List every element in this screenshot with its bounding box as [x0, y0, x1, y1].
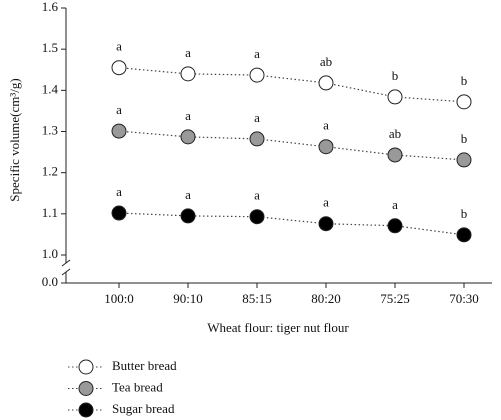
legend-label: Butter bread [112, 358, 177, 373]
point [387, 218, 403, 234]
significance-letter: b [461, 131, 468, 146]
significance-letter: a [116, 39, 122, 54]
point [387, 89, 403, 105]
legend-label: Sugar bread [112, 401, 175, 416]
point [180, 129, 196, 145]
point [249, 131, 265, 147]
series-line [118, 212, 465, 236]
legend-marker [78, 359, 94, 375]
legend-label: Tea bread [112, 379, 163, 394]
point [456, 227, 472, 243]
significance-letter: ab [389, 126, 401, 141]
significance-letter: a [323, 195, 329, 210]
significance-letter: a [254, 110, 260, 125]
point [249, 67, 265, 83]
significance-letter: a [254, 46, 260, 61]
point [456, 94, 472, 110]
y-tick-label: 1.1 [42, 205, 58, 220]
series-line [118, 130, 465, 161]
y-tick-label: 1.4 [42, 81, 59, 96]
x-tick-label: 100:0 [104, 291, 134, 306]
legend-marker [78, 402, 94, 418]
y-tick-label: 0.0 [42, 274, 58, 289]
significance-letter: b [392, 68, 399, 83]
y-tick-label: 1.2 [42, 164, 58, 179]
point [318, 139, 334, 155]
point [387, 147, 403, 163]
significance-letter: a [185, 187, 191, 202]
y-tick-label: 1.0 [42, 246, 58, 261]
x-tick-label: 80:20 [311, 291, 341, 306]
y-tick-label: 1.6 [42, 0, 59, 14]
x-tick-label: 85:15 [242, 291, 272, 306]
significance-letter: ab [320, 54, 332, 69]
x-tick-label: 70:30 [449, 291, 479, 306]
series-line [118, 67, 465, 103]
significance-letter: a [254, 188, 260, 203]
significance-letter: a [116, 102, 122, 117]
significance-letter: b [461, 73, 468, 88]
x-axis-label: Wheat flour: tiger nut flour [207, 320, 349, 335]
point [111, 123, 127, 139]
point [180, 208, 196, 224]
significance-letter: a [185, 108, 191, 123]
axis-break [61, 259, 71, 267]
point [249, 209, 265, 225]
legend-marker [78, 381, 94, 396]
significance-letter: b [461, 206, 468, 221]
y-axis-label: Specific volume(cm³/g) [7, 78, 22, 201]
significance-letter: a [116, 184, 122, 199]
y-tick-label: 1.5 [42, 40, 58, 55]
significance-letter: a [185, 45, 191, 60]
point [318, 216, 334, 232]
point [111, 60, 127, 76]
point [456, 152, 472, 168]
x-tick-label: 75:25 [380, 291, 410, 306]
point [111, 205, 127, 221]
x-tick-label: 90:10 [173, 291, 203, 306]
y-tick-label: 1.3 [42, 122, 58, 137]
significance-letter: a [392, 197, 398, 212]
axis-break [61, 268, 71, 276]
significance-letter: a [323, 118, 329, 133]
point [318, 75, 334, 91]
point [180, 66, 196, 82]
